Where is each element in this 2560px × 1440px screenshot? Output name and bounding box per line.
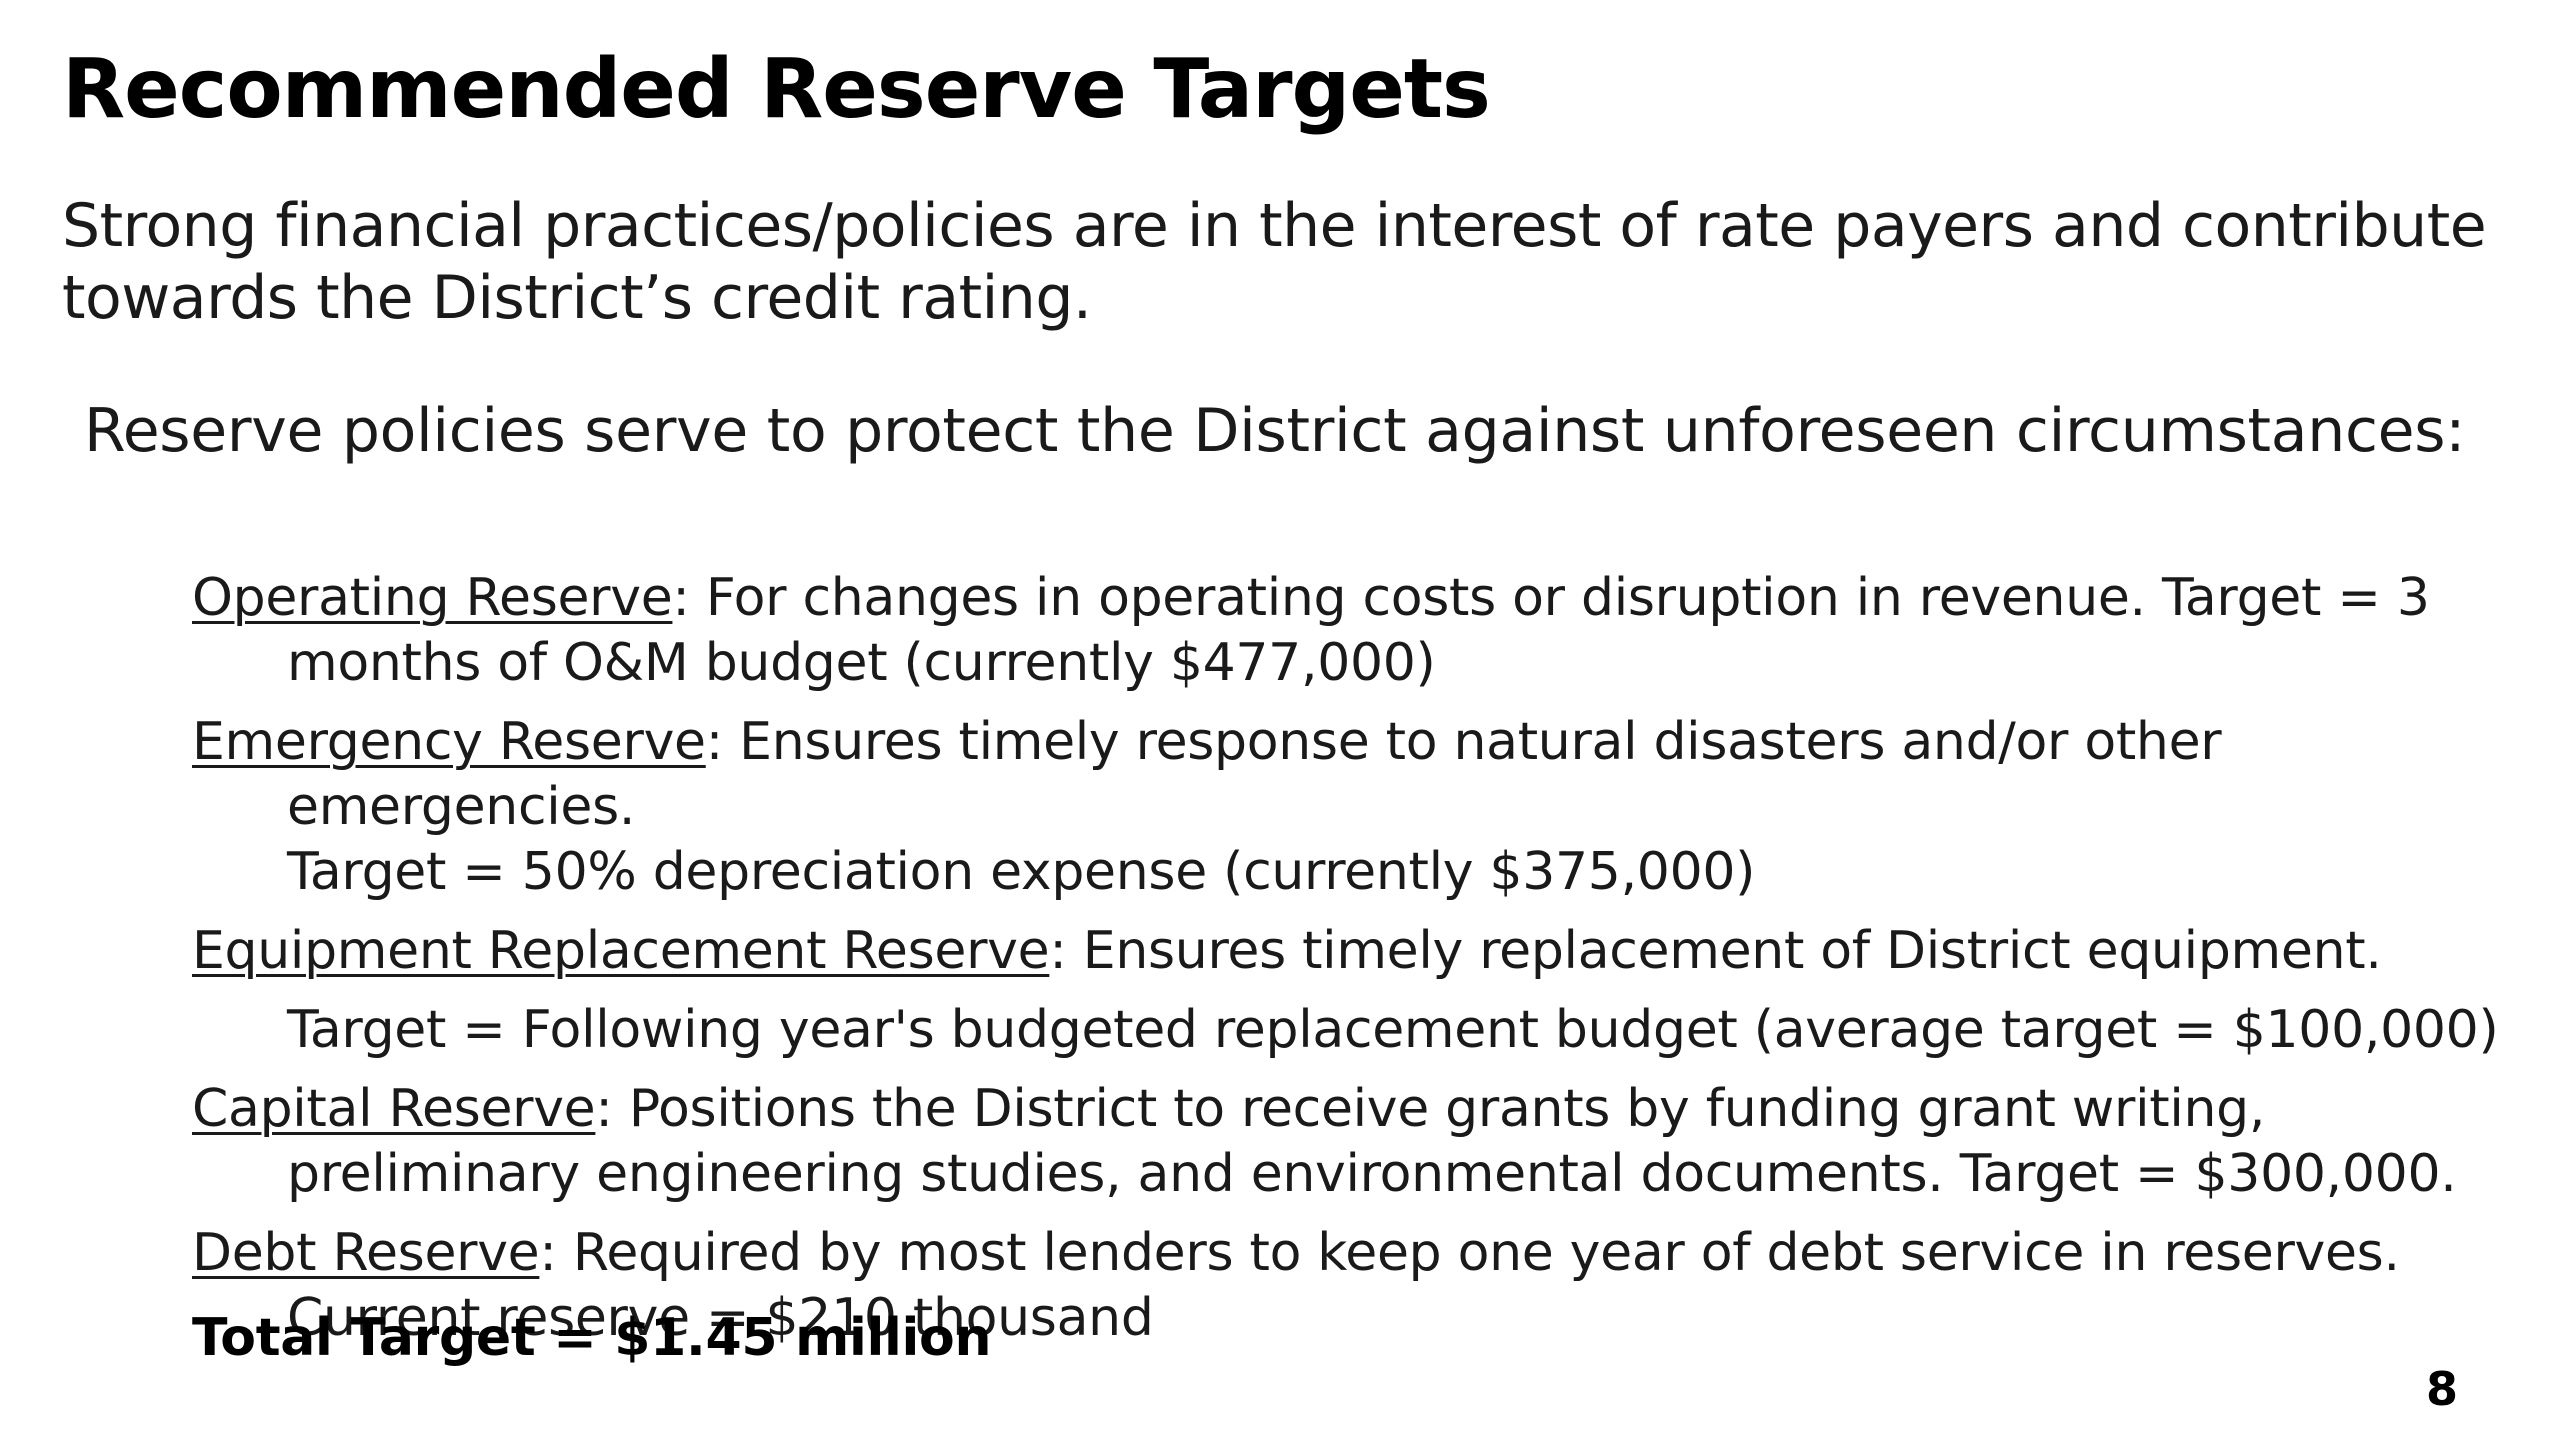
reserve-name: Capital Reserve — [192, 1079, 596, 1139]
intro-text: Strong financial practices/policies are … — [62, 191, 2487, 333]
list-item-operating-reserve: Operating Reserve: For changes in operat… — [192, 566, 2552, 696]
list-item-equipment-replacement-reserve: Equipment Replacement Reserve: Ensures t… — [192, 919, 2552, 1063]
reserve-description: : Positions the District to receive gran… — [287, 1079, 2457, 1204]
reserve-name: Emergency Reserve — [192, 712, 706, 772]
lead-text: Reserve policies serve to protect the Di… — [84, 396, 2466, 466]
slide-title: Recommended Reserve Targets — [62, 42, 1491, 137]
list-item-debt-reserve: Debt Reserve: Required by most lenders t… — [192, 1221, 2552, 1351]
reserve-name: Debt Reserve — [192, 1223, 540, 1283]
reserve-description: : Required by most lenders to keep one y… — [539, 1223, 2400, 1283]
list-item-capital-reserve: Capital Reserve: Positions the District … — [192, 1077, 2552, 1207]
reserve-description: : Ensures timely response to natural dis… — [287, 712, 2222, 837]
page-number: 8 — [2425, 1362, 2458, 1416]
reserve-target: Current reserve = $210 thousand — [287, 1288, 1154, 1348]
total-target: Total Target = $1.45 million — [192, 1308, 992, 1368]
reserve-list: Operating Reserve: For changes in operat… — [192, 566, 2552, 1365]
list-item-emergency-reserve: Emergency Reserve: Ensures timely respon… — [192, 710, 2552, 905]
reserve-name: Operating Reserve — [192, 568, 673, 628]
reserve-description: : For changes in operating costs or disr… — [287, 568, 2430, 693]
reserve-target: Target = Following year's budgeted repla… — [287, 1000, 2499, 1060]
reserve-description: : Ensures timely replacement of District… — [1049, 921, 2382, 981]
reserve-name: Equipment Replacement Reserve — [192, 921, 1050, 981]
reserve-target: Target = 50% depreciation expense (curre… — [287, 842, 1756, 902]
